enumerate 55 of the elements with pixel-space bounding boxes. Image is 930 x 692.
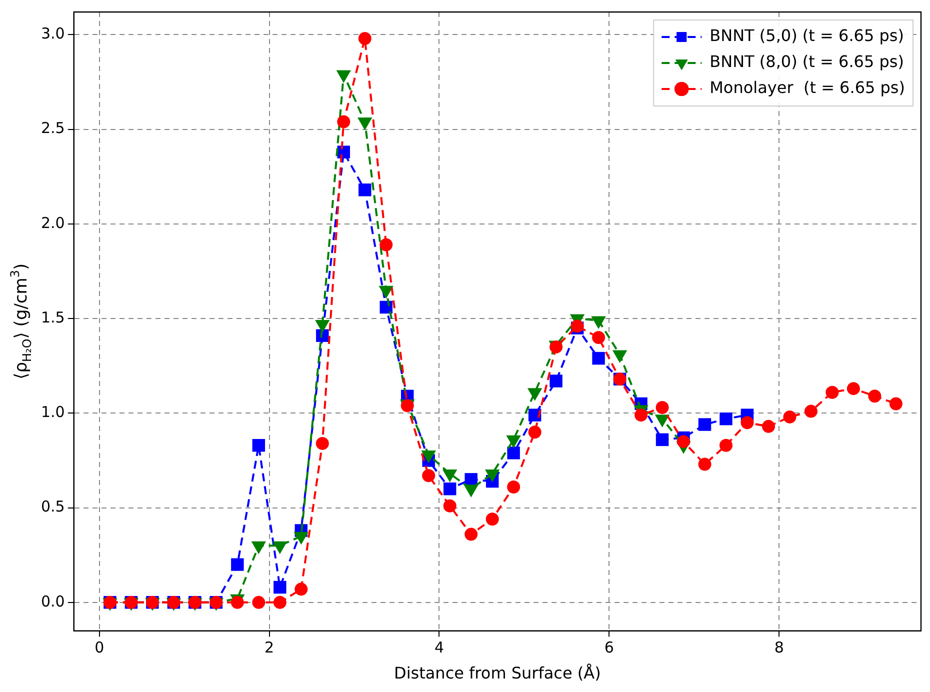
y-tick-label: 1.0 xyxy=(40,403,65,422)
point xyxy=(273,596,286,609)
y-tick-label: 0.0 xyxy=(40,592,65,610)
point xyxy=(634,408,648,422)
point xyxy=(231,558,244,571)
point xyxy=(316,436,329,450)
point xyxy=(826,386,839,399)
point xyxy=(656,401,669,414)
point xyxy=(358,32,372,45)
x-tick-label: 4 xyxy=(434,638,444,657)
point xyxy=(698,418,712,431)
legend-label: BNNT (8,0) (t = 6.65 ps) xyxy=(710,52,904,72)
point xyxy=(507,480,520,494)
point xyxy=(274,580,286,594)
y-tick-label: 3.0 xyxy=(40,24,65,43)
point xyxy=(252,438,266,452)
x-tick-label: 6 xyxy=(604,638,614,657)
point xyxy=(422,469,436,482)
point xyxy=(720,412,732,426)
point xyxy=(740,416,754,430)
point xyxy=(528,426,542,439)
point xyxy=(868,390,882,403)
point xyxy=(719,438,732,452)
point xyxy=(380,238,393,252)
point xyxy=(486,512,499,526)
point xyxy=(656,433,669,446)
point xyxy=(846,382,860,396)
point xyxy=(252,596,266,609)
x-axis-title: Distance from Surface (Å) xyxy=(394,664,601,683)
x-tick-label: 8 xyxy=(774,638,784,657)
point xyxy=(677,435,690,448)
point xyxy=(294,582,308,596)
y-axis-title: ⟨ρH₂O⟩ (g/cm3) xyxy=(8,263,34,380)
y-tick-label: 1.5 xyxy=(40,308,65,326)
y-tick-label: 2.0 xyxy=(40,214,65,232)
point xyxy=(889,397,902,410)
point xyxy=(783,410,796,424)
point xyxy=(698,458,712,471)
point xyxy=(443,499,456,512)
y-tick-label: 2.5 xyxy=(40,119,65,138)
y-tick-label: 0.5 xyxy=(40,498,65,516)
point xyxy=(464,528,478,541)
point xyxy=(762,420,775,433)
point xyxy=(804,404,818,418)
legend-label: BNNT (5,0) (t = 6.65 ps) xyxy=(710,26,904,46)
x-tick-label: 2 xyxy=(264,638,274,657)
point xyxy=(592,330,606,344)
x-tick-label: 0 xyxy=(94,638,104,657)
point xyxy=(550,374,562,388)
point xyxy=(443,482,456,496)
point xyxy=(592,352,605,365)
point xyxy=(358,184,372,196)
point xyxy=(337,115,350,128)
legend-label: Monolayer (t = 6.65 ps) xyxy=(710,78,905,98)
point xyxy=(507,446,520,460)
